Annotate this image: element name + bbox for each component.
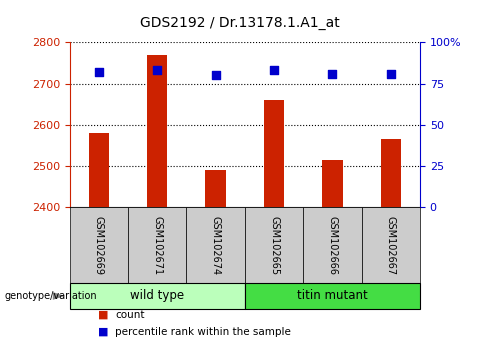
Text: ■: ■ bbox=[98, 327, 109, 337]
Text: GSM102667: GSM102667 bbox=[386, 216, 396, 275]
Text: GSM102666: GSM102666 bbox=[327, 216, 337, 275]
Bar bbox=[147, 55, 168, 207]
Bar bbox=[264, 100, 284, 207]
Text: GSM102671: GSM102671 bbox=[152, 216, 162, 275]
Text: GSM102674: GSM102674 bbox=[211, 216, 221, 275]
Text: GDS2192 / Dr.13178.1.A1_at: GDS2192 / Dr.13178.1.A1_at bbox=[140, 16, 340, 30]
Point bbox=[270, 68, 278, 73]
Text: percentile rank within the sample: percentile rank within the sample bbox=[115, 327, 291, 337]
Polygon shape bbox=[53, 292, 65, 300]
Text: GSM102665: GSM102665 bbox=[269, 216, 279, 275]
Text: ■: ■ bbox=[98, 310, 109, 320]
Text: genotype/variation: genotype/variation bbox=[5, 291, 97, 301]
Bar bbox=[381, 139, 401, 207]
Text: titin mutant: titin mutant bbox=[297, 290, 368, 302]
Bar bbox=[322, 160, 343, 207]
Text: count: count bbox=[115, 310, 144, 320]
Point bbox=[387, 71, 395, 76]
Point bbox=[153, 68, 161, 73]
Bar bbox=[205, 170, 226, 207]
Point bbox=[212, 73, 219, 78]
Bar bbox=[89, 133, 109, 207]
Text: GSM102669: GSM102669 bbox=[94, 216, 104, 275]
Point bbox=[95, 69, 103, 75]
Text: wild type: wild type bbox=[130, 290, 184, 302]
Point bbox=[328, 71, 336, 76]
